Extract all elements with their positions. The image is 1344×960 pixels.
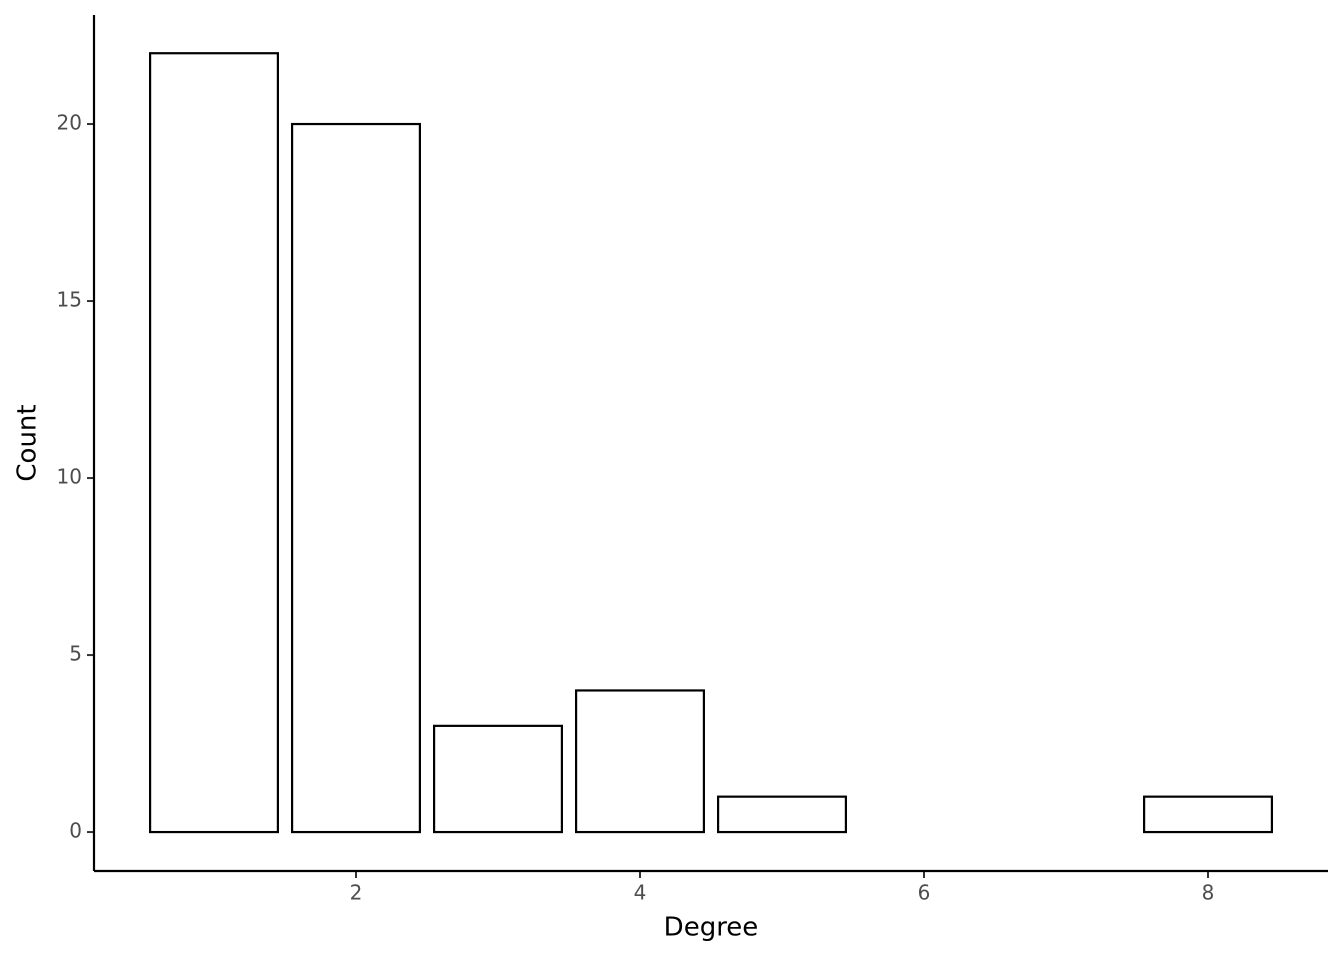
bar [290, 122, 421, 834]
x-tick-label: 6 [918, 881, 931, 905]
x-axis-title: Degree [664, 913, 759, 943]
bar [432, 724, 563, 834]
x-tick-label: 2 [350, 881, 363, 905]
y-axis-title: Count [13, 404, 43, 481]
y-tick-label: 20 [57, 111, 82, 135]
bar [574, 689, 705, 834]
x-tick-label: 8 [1202, 881, 1215, 905]
y-tick-label: 10 [57, 465, 82, 489]
y-tick-label: 0 [69, 819, 82, 843]
x-tick-label: 4 [634, 881, 647, 905]
y-tick-label: 5 [69, 642, 82, 666]
bar [148, 52, 279, 834]
bar [1143, 795, 1274, 834]
bar [717, 795, 848, 834]
y-tick-label: 15 [57, 288, 82, 312]
